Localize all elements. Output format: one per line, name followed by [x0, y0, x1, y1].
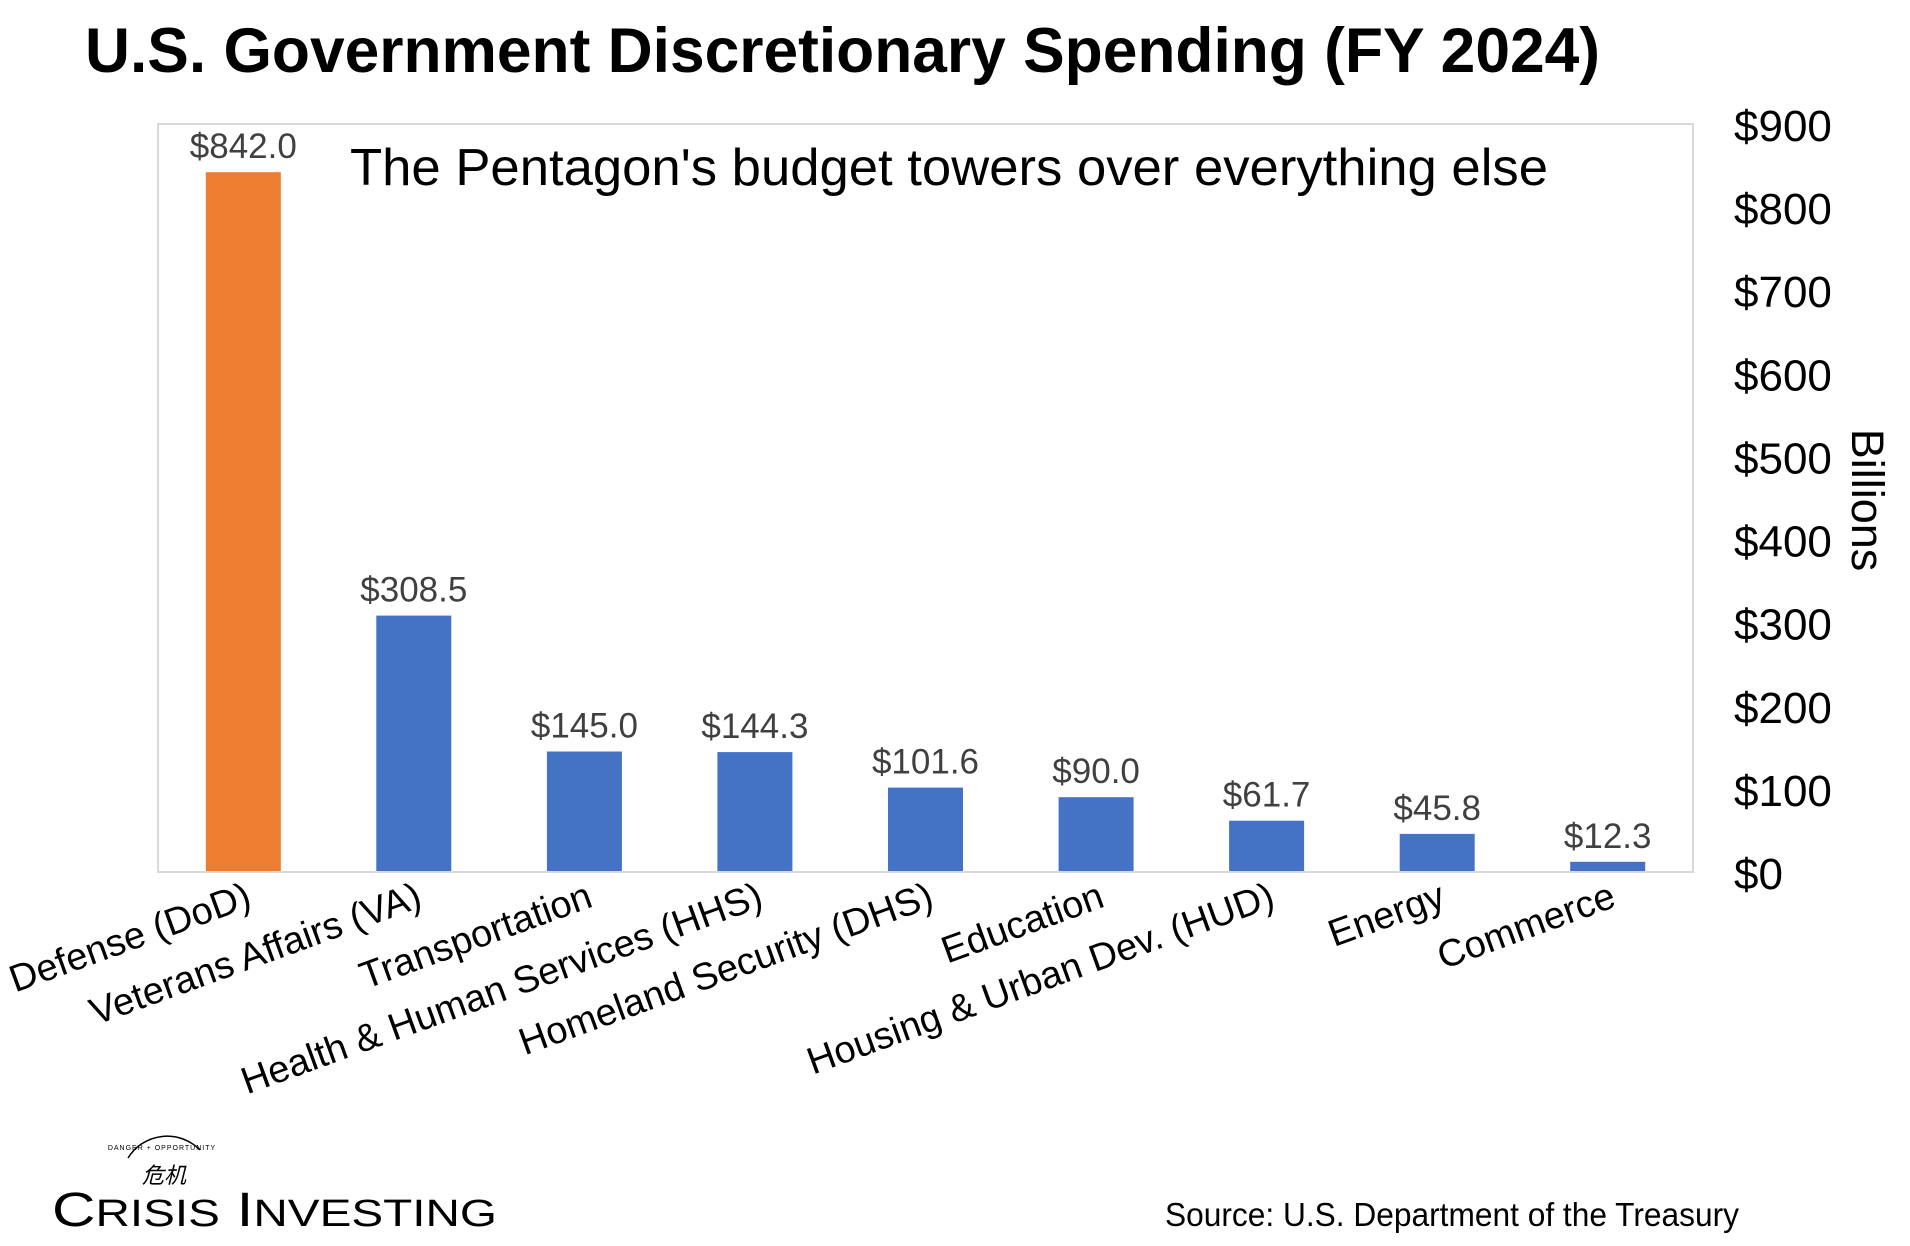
source-note: Source: U.S. Department of the Treasury [1165, 1196, 1739, 1233]
bar [205, 172, 281, 872]
bar [1399, 833, 1475, 872]
y-axis-tick-labels: $0 $100 $200 $300 $400 $500 $600 $700 $800 $900 [1734, 102, 1832, 899]
bar-value-label: $101.6 [872, 743, 979, 782]
y-axis-tick-label: $500 [1734, 434, 1832, 483]
y-axis-title: Billions [1842, 429, 1893, 572]
bar [1570, 861, 1646, 872]
bar [376, 615, 452, 872]
bar-value-label: $144.3 [701, 707, 808, 746]
bar-value-label: $45.8 [1393, 789, 1481, 828]
bars [205, 172, 1646, 872]
bar-value-label: $90.0 [1052, 752, 1140, 791]
y-axis-tick-label: $700 [1734, 268, 1832, 317]
bar-value-label: $842.0 [190, 127, 297, 166]
bar [1058, 797, 1134, 872]
y-axis-tick-label: $600 [1734, 351, 1832, 400]
y-axis-tick-label: $200 [1734, 684, 1832, 733]
y-axis-tick-label: $0 [1734, 850, 1783, 899]
bar [888, 787, 963, 872]
y-axis-tick-label: $800 [1734, 185, 1832, 234]
value-labels: $842.0 $308.5 $145.0 $144.3 $101.6 $90.0 $61.7… [190, 127, 1652, 856]
y-axis-tick-label: $100 [1734, 767, 1832, 816]
bar [717, 752, 793, 872]
y-axis-tick-label: $900 [1734, 102, 1832, 151]
chart-title: U.S. Government Discretionary Spending (… [85, 16, 1600, 86]
svg-text:DANGER + OPPORTUNITY: DANGER + OPPORTUNITY [108, 1145, 216, 1152]
bar-value-label: $12.3 [1564, 817, 1652, 856]
y-axis-tick-label: $300 [1734, 601, 1832, 650]
x-axis-tick-label: Energy [1323, 875, 1451, 956]
chart-subtitle: The Pentagon's budget towers over everyt… [350, 139, 1548, 197]
x-axis-tick-label: Commerce [1432, 875, 1621, 978]
logo-wordmark: C RISIS I NVESTING [52, 1184, 497, 1237]
bar-value-label: $61.7 [1223, 776, 1311, 815]
bar [546, 751, 622, 872]
y-axis-tick-label: $400 [1734, 518, 1832, 567]
logo-emblem-icon: DANGER + OPPORTUNITY 危机 [108, 1135, 216, 1188]
svg-text:危机: 危机 [142, 1163, 187, 1188]
bar-value-label: $145.0 [531, 707, 638, 746]
bar-value-label: $308.5 [360, 571, 467, 610]
bar [1229, 820, 1305, 872]
x-axis-labels: Defense (DoD)Veterans Affairs (VA)Transp… [4, 875, 1621, 1103]
crisis-investing-logo: DANGER + OPPORTUNITY 危机 C RISIS I NVESTING [52, 1135, 497, 1237]
